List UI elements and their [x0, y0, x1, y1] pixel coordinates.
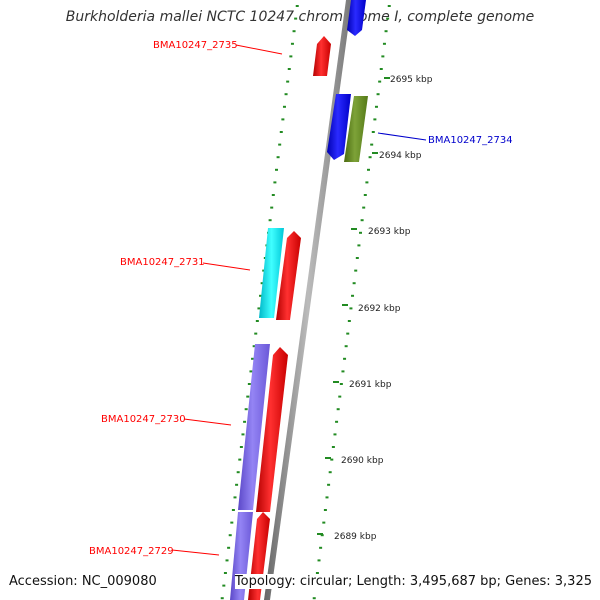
gene-feature-2734[interactable] [327, 94, 351, 160]
gene-label-2731[interactable]: BMA10247_2731 [120, 257, 205, 268]
gene-label-2734[interactable]: BMA10247_2734 [428, 135, 513, 146]
gene-feature-2730[interactable] [256, 347, 288, 512]
tick-label: 2693 kbp [368, 227, 411, 237]
topology-text: Topology: circular; Length: 3,495,687 bp… [234, 574, 592, 589]
tick-label: 2689 kbp [334, 532, 377, 542]
gene-features [230, 0, 368, 600]
tick-rings [220, 5, 391, 600]
gene-feature-purple[interactable] [238, 344, 270, 510]
tick-label: 2695 kbp [390, 75, 433, 85]
gene-feature-blue[interactable] [347, 0, 366, 36]
label-leader [377, 132, 427, 141]
tick-label: 2691 kbp [349, 380, 392, 390]
label-leader [183, 418, 232, 426]
accession-text: Accession: NC_009080 [9, 574, 157, 589]
tick-label: 2692 kbp [358, 304, 401, 314]
gene-feature-2735[interactable] [313, 36, 331, 76]
gene-feature-2731[interactable] [276, 231, 301, 320]
genome-backbone [264, 0, 352, 600]
map-title: Burkholderia mallei NCTC 10247 chromosom… [65, 9, 535, 25]
gene-feature-cyan[interactable] [259, 228, 284, 318]
gene-labels: BMA10247_2735 BMA10247_2734 BMA10247_273… [89, 40, 513, 557]
tick-label: 2690 kbp [341, 456, 384, 466]
label-leader [235, 44, 283, 55]
gene-label-2730[interactable]: BMA10247_2730 [101, 414, 186, 425]
tick-label: 2694 kbp [379, 151, 422, 161]
tick-layer: 2695 kbp 2694 kbp 2693 kbp 2692 kbp 2691… [317, 75, 433, 542]
gene-label-2735[interactable]: BMA10247_2735 [153, 40, 238, 51]
label-leader [202, 262, 251, 271]
gene-label-2729[interactable]: BMA10247_2729 [89, 546, 174, 557]
label-leader [171, 549, 220, 556]
gene-feature-olive[interactable] [344, 96, 368, 162]
